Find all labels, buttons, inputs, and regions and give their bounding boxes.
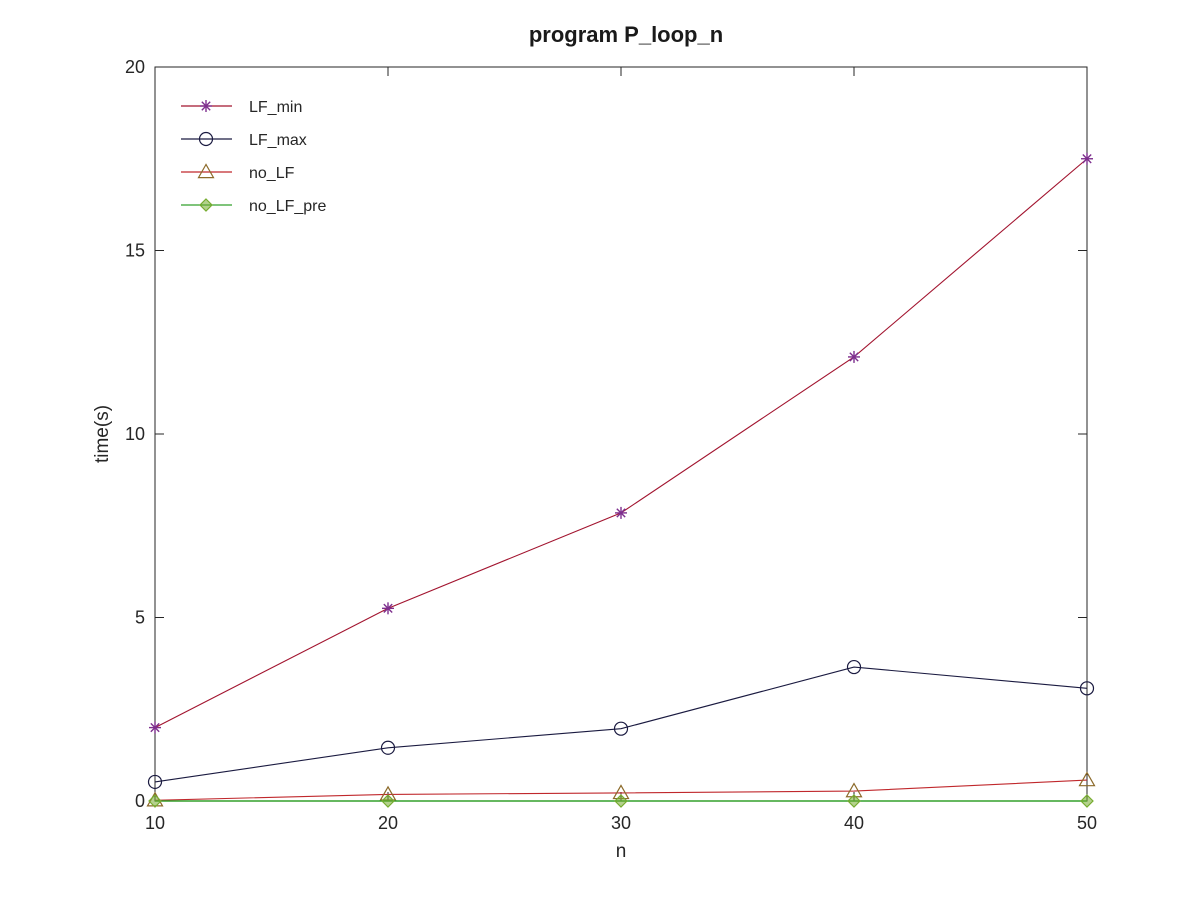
- x-axis-label: n: [616, 841, 627, 862]
- legend-item: no_LF_pre: [181, 198, 326, 215]
- series-LF_min: [149, 152, 1093, 734]
- legend-marker: [198, 131, 214, 147]
- x-axis-ticks: 10 20 30 40 50: [145, 67, 1097, 833]
- x-tick-label: 20: [378, 813, 398, 833]
- plot-area: [154, 66, 1088, 802]
- x-tick-label: 50: [1077, 813, 1097, 833]
- legend-marker: [197, 163, 215, 179]
- x-tick-label: 40: [844, 813, 864, 833]
- y-tick-label: 0: [135, 791, 145, 811]
- data-point: [147, 774, 163, 790]
- data-point: [1078, 771, 1096, 787]
- y-axis-ticks: 0 5 10 15 20: [125, 57, 1087, 811]
- series-layer: [146, 152, 1096, 808]
- legend-item: LF_max: [181, 131, 307, 149]
- legend-item: LF_min: [181, 99, 302, 116]
- x-tick-label: 30: [611, 813, 631, 833]
- series-LF_max: [147, 659, 1095, 790]
- data-point: [382, 602, 394, 615]
- series-no_LF_pre: [148, 794, 1094, 808]
- x-tick-label: 10: [145, 813, 165, 833]
- legend-label: LF_max: [249, 132, 307, 149]
- data-point: [615, 506, 627, 519]
- legend: LF_min LF_max no_LF no_LF_pre: [181, 99, 326, 215]
- data-point: [149, 721, 161, 734]
- series-line: [154, 666, 1088, 783]
- legend-label: no_LF: [249, 165, 295, 182]
- legend-marker: [200, 100, 212, 112]
- data-point: [380, 740, 396, 755]
- y-tick-label: 15: [125, 241, 145, 261]
- legend-marker: [199, 198, 213, 212]
- data-point: [848, 350, 860, 363]
- data-point: [148, 794, 162, 808]
- data-point: [1080, 794, 1094, 808]
- data-point: [1079, 681, 1095, 696]
- y-tick-label: 5: [135, 608, 145, 628]
- data-point: [613, 721, 629, 736]
- chart-title: program P_loop_n: [529, 22, 723, 47]
- y-tick-label: 20: [125, 57, 145, 77]
- legend-item: no_LF: [181, 163, 295, 182]
- y-tick-label: 10: [125, 424, 145, 444]
- data-point: [1081, 152, 1093, 165]
- data-point: [846, 659, 862, 675]
- legend-label: LF_min: [249, 99, 302, 116]
- data-point: [381, 794, 395, 808]
- legend-label: no_LF_pre: [249, 198, 326, 215]
- data-point: [847, 794, 861, 808]
- y-axis-label: time(s): [92, 405, 113, 463]
- series-line: [154, 779, 1088, 801]
- data-point: [614, 794, 628, 808]
